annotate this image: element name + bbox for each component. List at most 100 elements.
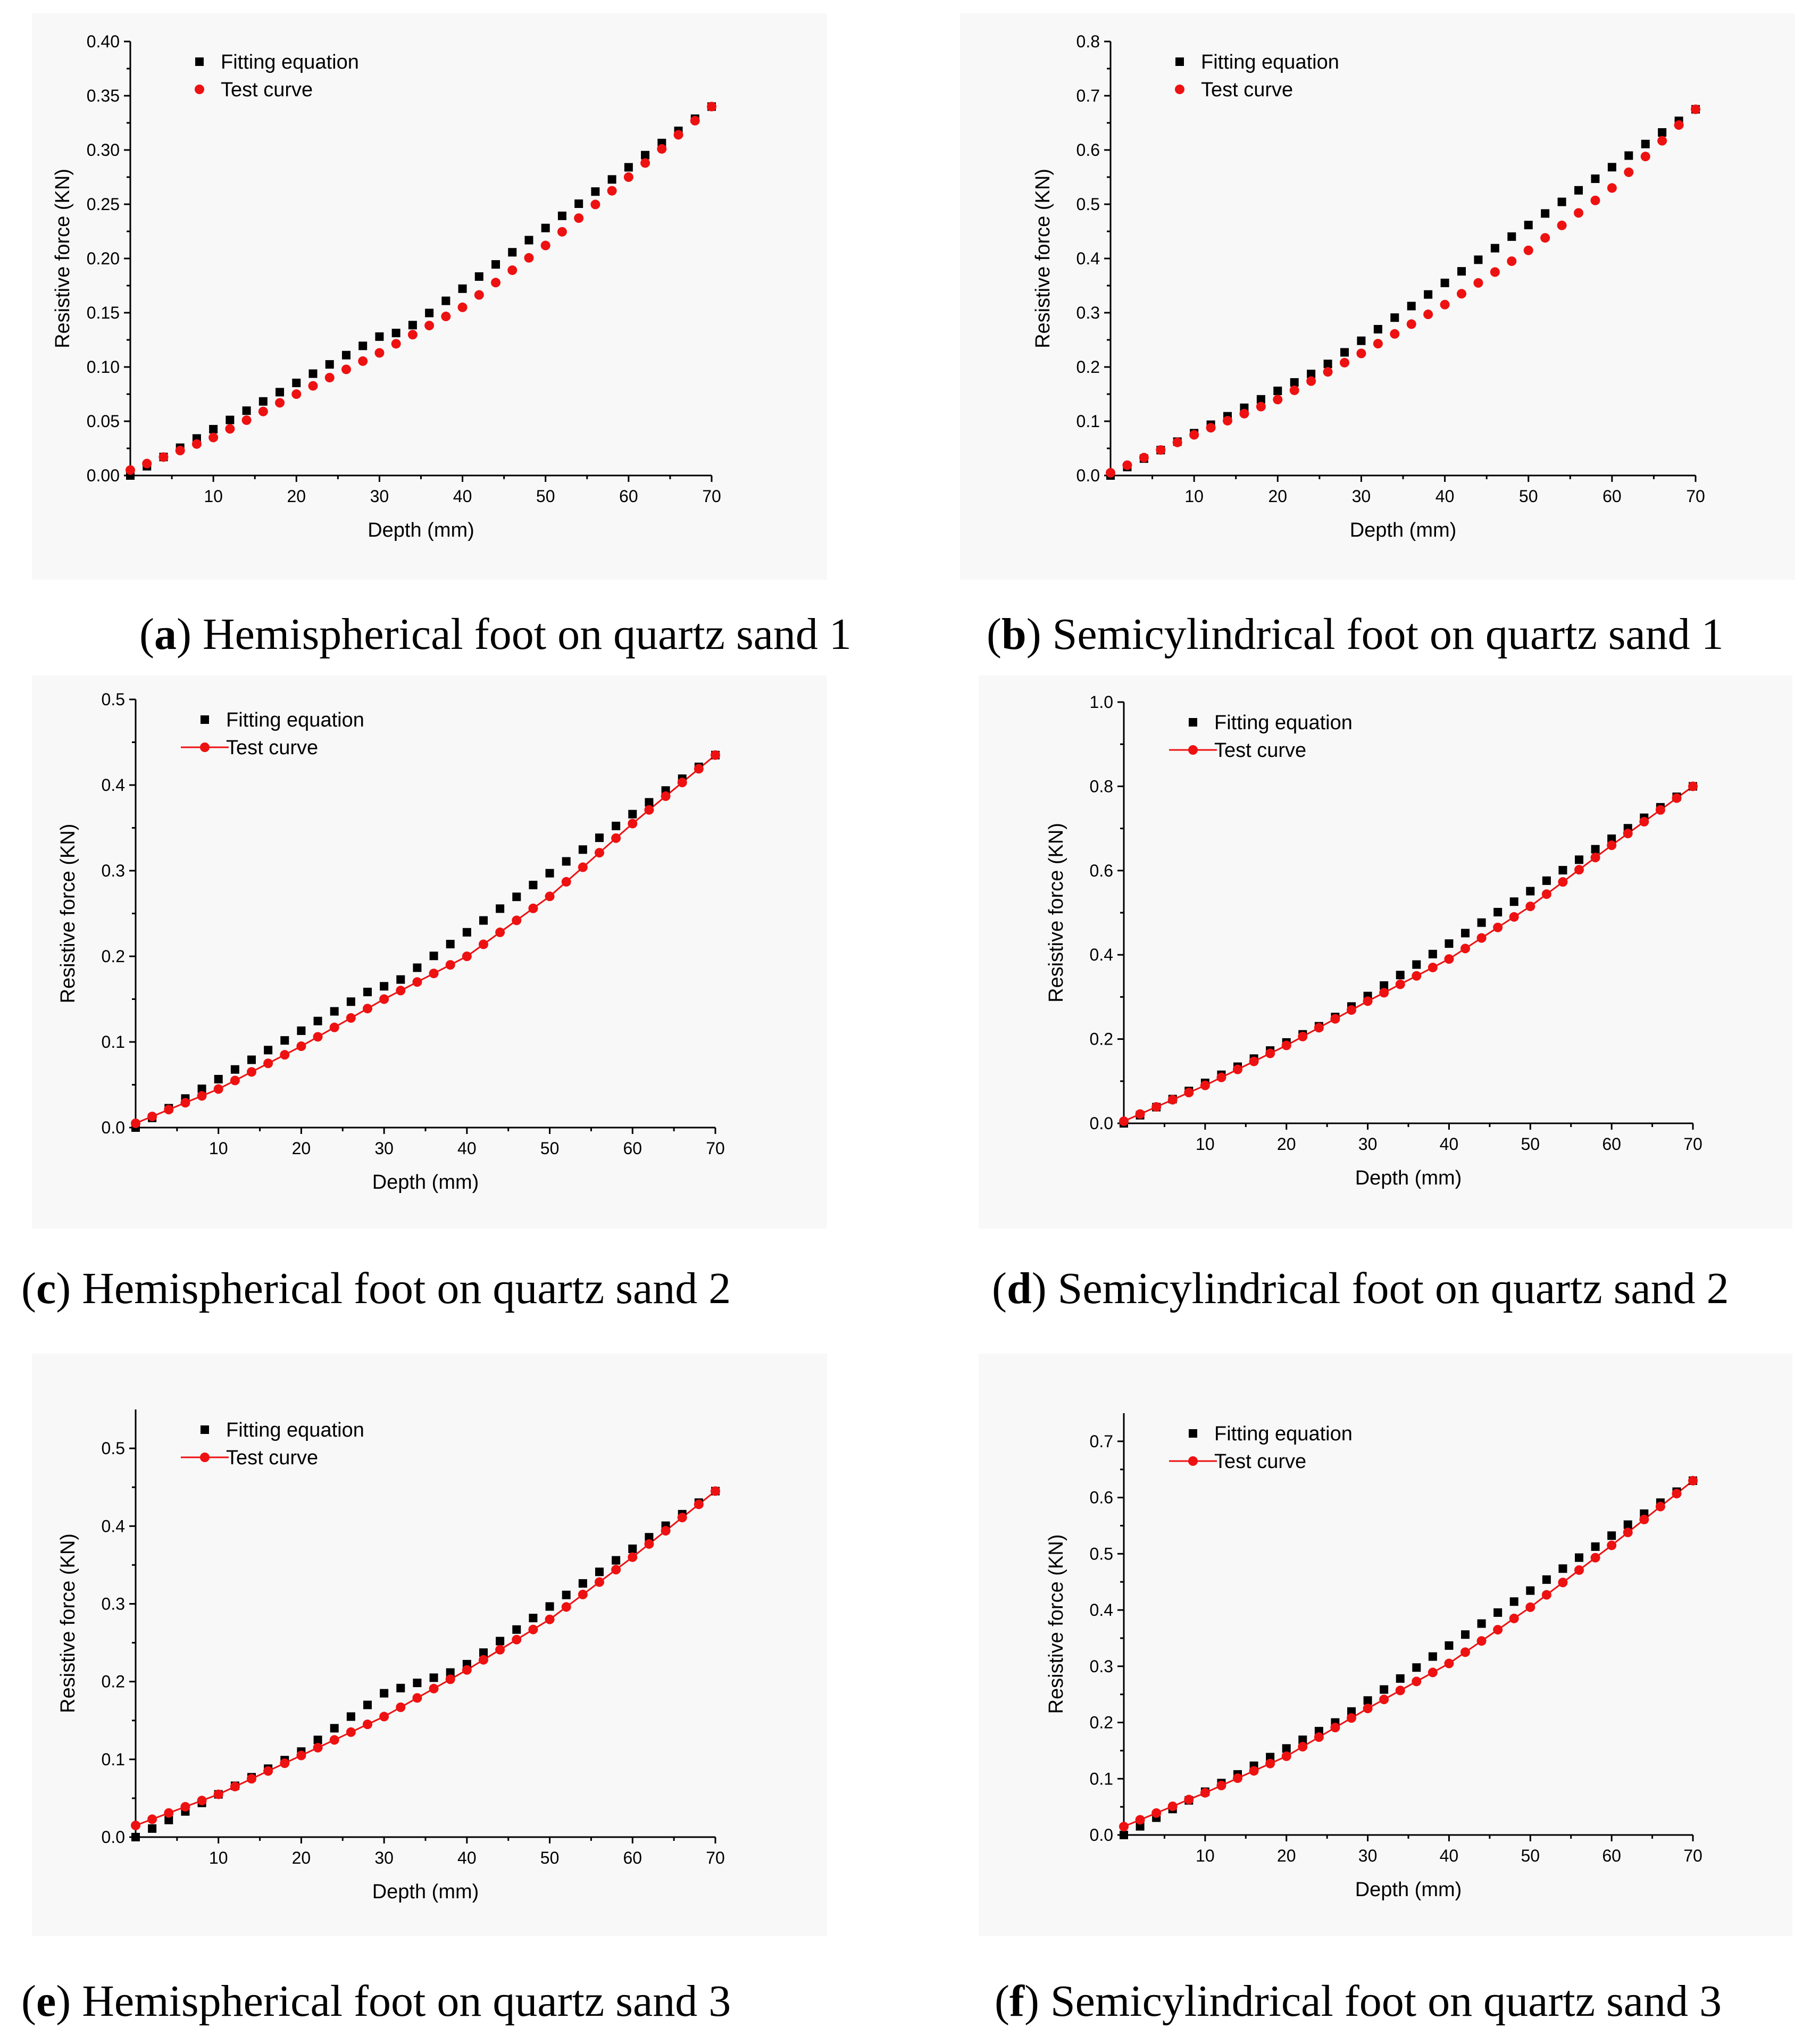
test-point xyxy=(1119,1822,1129,1832)
x-tick-label: 40 xyxy=(457,1139,477,1158)
y-tick-label: 0.5 xyxy=(102,690,125,709)
x-tick-label: 10 xyxy=(1184,487,1204,506)
test-point xyxy=(258,406,268,416)
test-point xyxy=(1200,1080,1210,1090)
test-point xyxy=(1412,971,1422,981)
fitting-point xyxy=(429,1673,438,1682)
fitting-point xyxy=(1542,1575,1551,1584)
test-point xyxy=(474,290,484,300)
test-point xyxy=(644,1539,654,1549)
fitting-point xyxy=(226,415,235,424)
fitting-point xyxy=(512,1625,521,1634)
plot-background xyxy=(979,1354,1792,1936)
x-tick-label: 30 xyxy=(374,1139,394,1158)
test-point xyxy=(346,1727,356,1737)
x-tick-label: 50 xyxy=(540,1848,560,1867)
legend-fitting-label: Fitting equation xyxy=(1214,712,1353,734)
fitting-point xyxy=(462,928,471,937)
test-point xyxy=(1363,1704,1373,1714)
x-tick-label: 30 xyxy=(370,487,389,506)
x-tick-label: 60 xyxy=(1603,487,1622,506)
test-point xyxy=(1590,195,1600,205)
test-point xyxy=(1172,437,1182,447)
test-point xyxy=(1473,278,1483,288)
test-point xyxy=(1428,1667,1438,1678)
fitting-point xyxy=(578,1579,587,1588)
test-point xyxy=(441,311,451,321)
fitting-point xyxy=(1623,1520,1632,1529)
test-point xyxy=(1461,944,1470,954)
plot-background xyxy=(32,13,827,580)
caption-paren-open: ( xyxy=(21,1976,36,2026)
y-tick-label: 0.4 xyxy=(1090,945,1113,964)
test-point xyxy=(1624,167,1634,177)
fitting-point xyxy=(1307,370,1316,379)
x-axis-title: Depth (mm) xyxy=(372,1171,479,1194)
test-point xyxy=(374,348,385,358)
fitting-point xyxy=(479,1648,488,1657)
fitting-point xyxy=(413,1679,422,1688)
fitting-point xyxy=(1658,128,1667,137)
test-point xyxy=(495,927,505,937)
test-point xyxy=(694,1499,704,1509)
test-point xyxy=(1674,120,1684,130)
fitting-point xyxy=(341,351,350,360)
fitting-point xyxy=(230,1065,239,1074)
fitting-point xyxy=(1440,278,1449,287)
fitting-point xyxy=(313,1736,322,1745)
y-tick-label: 0.3 xyxy=(1090,1657,1113,1676)
panel-caption: (e) Hemispherical foot on quartz sand 3 xyxy=(21,1976,731,2026)
chart-panel-a: 10 20 30 40 50 60 70 0.00 0.05 0.10 0.15 0.20 0.25 0.… xyxy=(32,13,852,659)
test-point xyxy=(1509,912,1519,922)
x-tick-label: 10 xyxy=(1196,1846,1215,1865)
legend-fitting-marker xyxy=(195,57,204,66)
fitting-point xyxy=(1266,1753,1275,1762)
fitting-point xyxy=(1574,186,1583,195)
x-tick-label: 20 xyxy=(292,1848,311,1867)
test-point xyxy=(1330,1014,1340,1024)
fitting-point xyxy=(396,975,405,984)
x-tick-label: 70 xyxy=(706,1848,725,1867)
legend-test-label: Test curve xyxy=(226,1447,318,1469)
legend-fitting-marker xyxy=(1189,1429,1197,1438)
fitting-point xyxy=(380,1689,389,1698)
fitting-point xyxy=(541,223,550,232)
caption-text: ) Hemispherical foot on quartz sand 2 xyxy=(56,1264,731,1313)
test-point xyxy=(1574,865,1584,875)
test-point xyxy=(263,1766,273,1776)
x-tick-label: 40 xyxy=(453,487,472,506)
fitting-point xyxy=(1290,378,1299,387)
test-point xyxy=(1390,329,1400,339)
fitting-point xyxy=(325,360,334,369)
fitting-point xyxy=(258,397,268,406)
test-point xyxy=(561,877,571,887)
test-point xyxy=(595,848,604,858)
fitting-point xyxy=(1461,929,1470,938)
test-point xyxy=(1273,395,1283,405)
y-axis-title: Resistive force (KN) xyxy=(1032,169,1054,348)
test-point xyxy=(1249,1056,1259,1066)
x-tick-label: 10 xyxy=(1196,1134,1215,1154)
test-point xyxy=(391,339,401,349)
test-point xyxy=(1216,1072,1226,1082)
legend-fitting-label: Fitting equation xyxy=(221,51,359,73)
legend-test-marker xyxy=(200,1453,210,1462)
caption-text: ) Hemispherical foot on quartz sand 1 xyxy=(177,610,852,659)
test-point xyxy=(346,1013,356,1023)
caption-letter: b xyxy=(1002,610,1026,659)
fitting-point xyxy=(1526,1586,1535,1595)
legend-test-label: Test curve xyxy=(1214,739,1306,762)
test-point xyxy=(1281,1040,1291,1050)
plot-background xyxy=(960,13,1795,580)
fitting-point xyxy=(1412,960,1421,969)
test-point xyxy=(1672,793,1682,803)
fitting-point xyxy=(214,1074,223,1083)
fitting-point xyxy=(1120,1831,1128,1839)
test-point xyxy=(512,1634,522,1645)
y-tick-label: 0.7 xyxy=(1076,86,1100,105)
fitting-point xyxy=(1457,267,1466,276)
fitting-point xyxy=(1412,1663,1421,1672)
test-point xyxy=(1151,1102,1162,1112)
test-point xyxy=(1156,445,1166,455)
fitting-point xyxy=(1493,907,1503,916)
